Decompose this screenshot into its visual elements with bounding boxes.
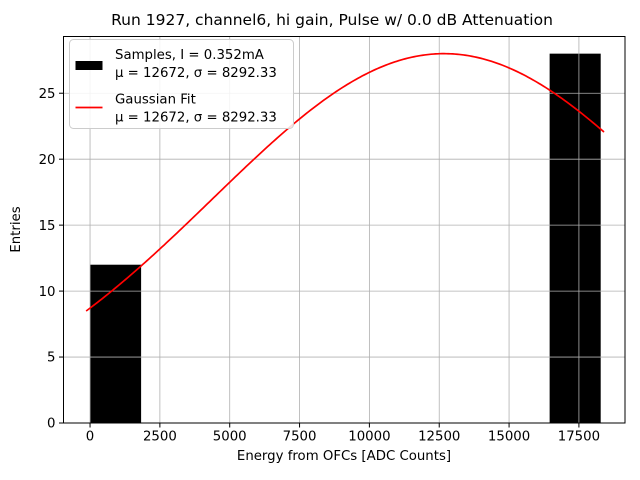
- gaussian-fit-curve: [85, 52, 605, 312]
- legend-samples-swatch: [75, 61, 103, 70]
- legend: Samples, I = 0.352mA μ = 12672, σ = 8292…: [69, 39, 294, 129]
- y-tick-label: 15: [39, 219, 56, 234]
- y-tick-label: 25: [39, 87, 56, 102]
- legend-samples-label: Samples, I = 0.352mA: [115, 48, 264, 63]
- legend-fit-stats: μ = 12672, σ = 8292.33: [115, 111, 277, 126]
- legend-box: [69, 39, 294, 129]
- legend-fit-label: Gaussian Fit: [115, 93, 196, 108]
- y-tick-label: 20: [39, 153, 56, 168]
- chart-title: Run 1927, channel6, hi gain, Pulse w/ 0.…: [111, 11, 553, 29]
- x-tick-label: 5000: [213, 430, 247, 445]
- plot-area: 0 2500 5000 7500 10000 12500 15000 17500 0 5 10 15 2…: [39, 36, 626, 445]
- histogram-bar: [549, 53, 601, 423]
- axes-frame: [63, 36, 626, 424]
- x-tick-label: 17500: [558, 430, 600, 445]
- x-tick-label: 15000: [488, 430, 530, 445]
- x-axis-label: Energy from OFCs [ADC Counts]: [237, 449, 451, 464]
- x-tick-label: 12500: [418, 430, 460, 445]
- x-tick-label: 0: [86, 430, 94, 445]
- y-tick-label: 5: [47, 351, 55, 366]
- y-tick-label: 10: [39, 285, 56, 300]
- y-axis-label: Entries: [9, 206, 24, 252]
- legend-samples-stats: μ = 12672, σ = 8292.33: [115, 66, 277, 81]
- y-tick-label: 0: [47, 417, 55, 432]
- x-tick-label: 2500: [143, 430, 177, 445]
- x-tick-label: 10000: [348, 430, 390, 445]
- x-tick-label: 7500: [283, 430, 317, 445]
